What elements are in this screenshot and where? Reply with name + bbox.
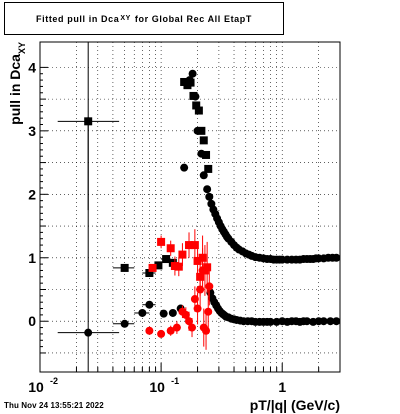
data-point-square: [204, 164, 213, 173]
data-point-circle: [145, 326, 154, 335]
y-tick-label: 1: [28, 250, 36, 266]
x-tick-label: 10: [149, 379, 165, 395]
data-point-circle: [199, 171, 208, 180]
data-point-square: [194, 106, 203, 115]
data-point-circle: [191, 92, 200, 101]
data-point-circle: [157, 329, 166, 338]
data-point-circle: [326, 317, 335, 326]
x-tick-label: 1: [278, 379, 286, 395]
data-point-circle: [332, 317, 341, 326]
data-point-circle: [319, 317, 328, 326]
data-point-circle: [193, 304, 202, 313]
data-point-circle: [197, 149, 206, 158]
x-axis-label: pT/|q| (GeV/c): [250, 397, 340, 413]
data-point-circle: [332, 253, 341, 262]
data-point-circle: [188, 323, 197, 332]
data-point-circle: [302, 317, 311, 326]
y-tick-label: 3: [28, 123, 36, 139]
data-point-circle: [138, 308, 147, 317]
data-point-circle: [202, 326, 211, 335]
data-point-square: [202, 150, 211, 159]
x-tick-label-exponent: -1: [171, 376, 179, 386]
chart-title: Fitted pull in Dca XY for Global Rec All…: [4, 2, 284, 35]
data-point-square: [178, 250, 187, 259]
data-point-square: [166, 244, 175, 253]
data-point-square: [203, 263, 212, 272]
data-point-circle: [181, 310, 190, 319]
data-point-circle: [203, 185, 212, 194]
data-point-circle: [193, 126, 202, 135]
data-point-circle: [205, 282, 214, 291]
x-tick-label-exponent: -2: [50, 376, 58, 386]
y-tick-label: 4: [28, 59, 36, 75]
data-point-circle: [84, 328, 93, 337]
y-axis-label: pull in DcaXY: [7, 42, 27, 125]
data-point-circle: [159, 309, 168, 318]
timestamp: Thu Nov 24 13:55:21 2022: [4, 401, 104, 410]
title-prefix: Fitted pull in Dca: [36, 13, 120, 24]
title-suffix: for Global Rec All EtapT: [134, 13, 252, 24]
y-tick-label: 2: [28, 186, 36, 202]
data-point-circle: [204, 307, 213, 316]
x-tick-label: 10: [28, 379, 44, 395]
data-point-circle: [266, 317, 275, 326]
data-point-circle: [120, 319, 129, 328]
data-point-square: [154, 261, 163, 270]
data-point-circle: [168, 308, 177, 317]
data-point-circle: [185, 317, 194, 326]
data-point-square: [185, 241, 194, 250]
data-point-square: [174, 262, 183, 271]
data-point-circle: [185, 76, 194, 85]
data-point-circle: [172, 323, 181, 332]
data-point-square: [157, 237, 166, 246]
data-point-circle: [166, 326, 175, 335]
data-point-square: [120, 263, 129, 272]
data-point-square: [162, 255, 171, 264]
data-point-square: [145, 269, 154, 277]
data-point-square: [199, 136, 208, 145]
data-point-circle: [198, 266, 207, 275]
data-point-circle: [188, 69, 197, 78]
data-point-square: [193, 256, 202, 265]
data-point-circle: [180, 163, 189, 172]
y-tick-label: 0: [28, 313, 36, 329]
data-point-circle: [145, 300, 154, 309]
data-point-square: [192, 101, 201, 110]
data-point-circle: [205, 192, 214, 201]
data-point-square: [148, 263, 157, 272]
data-point-square: [190, 241, 199, 250]
title-subscript: XY: [120, 15, 131, 22]
data-point-circle: [190, 295, 199, 304]
